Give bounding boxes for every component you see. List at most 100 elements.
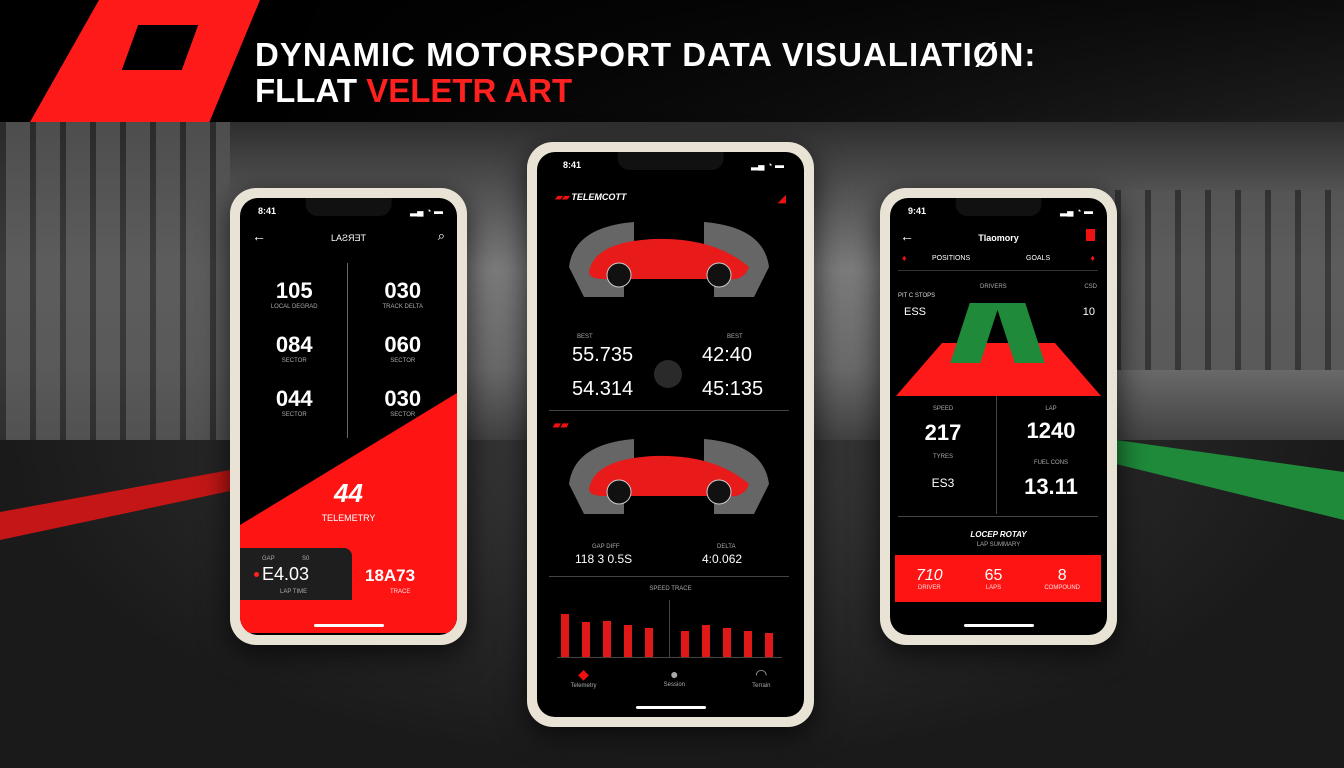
status-icons: ▂▄ ◔ ▬ [751,160,784,170]
bottom-nav: ◆ Telemetry ● Session ◠ Terrain [537,666,804,689]
home-indicator[interactable] [635,706,706,709]
stat-value: 084 [275,332,313,357]
divider [347,263,348,438]
search-icon[interactable]: ⌕ [437,228,445,243]
speed-bar-right [702,625,710,657]
stat-label: SECTOR [390,358,416,364]
headline-line1: DYNAMIC MOTORSPORT DATA VISUALIATIØN: [255,36,1037,73]
summary-label: DRIVER [917,584,941,591]
center-phone-screen: 8:41 ▂▄ ◔ ▬ ▰▰ TELEMCOTT ◢ BEST 55.735 B… [537,152,804,717]
notch [955,198,1042,216]
terrain-icon: ◠ [755,666,768,682]
stat-label: LAP [1045,406,1057,412]
left-phone-screen: 8:41 ▂▄ ◔ ▬ ← LAƧЯƎT ⌕ 105 LOCAL DEGRAD 0… [240,198,457,635]
nav-label: Telemetry [570,683,597,689]
card-label: LAP TIME [280,589,308,595]
nav-telemetry[interactable]: ◆ Telemetry [571,666,597,689]
speed-bar-left [561,613,569,657]
stat: 030 TRACK DELTA [349,278,458,310]
right-phone: 9:41 ▂▄ ◔ ▬ ← Tlaomory ♦ POSITIONS GOALS… [880,188,1117,645]
stat-label: SPEED [932,406,954,412]
speed-bar-chart [557,600,782,658]
stat: 084 SECTOR [240,332,349,364]
bookmark-icon[interactable] [1086,229,1095,241]
track-value: 10 [1082,306,1095,318]
nav-terrain[interactable]: ◠ Terrain [752,666,770,689]
stat-value: 1240 [1026,418,1076,443]
stat-label: FUEL CONS [1033,460,1069,466]
summary-value: 8 [1057,566,1067,584]
status-time: 9:41 [908,206,927,216]
circle-icon: ● [670,666,679,682]
track-label: PIT C STOPS [898,293,936,299]
home-indicator[interactable] [963,624,1034,627]
grandstand-left [0,120,230,440]
stats-grid: 105 LOCAL DEGRAD 030 TRACK DELTA 084 SECTOR… [240,278,457,418]
stat-label: TYRES [932,454,953,460]
chart-divider [669,600,670,657]
stat-label: SECTOR [281,358,307,364]
home-indicator[interactable] [313,624,384,627]
trace-label: TRACE [390,589,411,595]
nav-session[interactable]: ● Session [664,666,685,689]
grandstand-right [1115,190,1344,370]
card-value: E4.03 [262,564,310,584]
trace-value: 18A73 [365,566,416,585]
stat: 105 LOCAL DEGRAD [240,278,349,310]
summary-item: 710 DRIVER [916,567,943,591]
headline-line2: FLLAT VELETR ART [255,72,572,110]
stat-value: 060 [384,332,422,357]
screen-title: Tlaomory [978,233,1019,243]
flag-icon: ▰▰ [553,420,569,431]
center-knob-button[interactable] [654,360,682,388]
screen-title: LAƧЯƎT [330,233,366,243]
tab-positions[interactable]: POSITIONS [932,255,971,262]
status-time: 8:41 [563,160,582,170]
headline-white: FLLAT [255,72,367,109]
telemetry-icon: ◆ [578,666,589,682]
summary-label: COMPOUND [1044,584,1081,591]
time-label: BEST [727,334,743,340]
section-subtitle: LAP SUMMARY [976,542,1021,548]
red-dot-icon [254,572,259,577]
divider [549,410,789,411]
stat-value: ES3 [931,476,955,490]
value-label: DELTA [717,544,736,550]
pin-icon: ♦ [902,253,907,263]
right-phone-screen: 9:41 ▂▄ ◔ ▬ ← Tlaomory ♦ POSITIONS GOALS… [890,198,1107,635]
speed-bar-right [765,632,773,657]
speed-bar-left [603,621,611,657]
value: 118 3 0.5S [575,552,633,566]
speed-bar-left [582,622,590,657]
tab-goals[interactable]: GOALS [1026,255,1051,262]
nav-label: Terrain [752,683,771,689]
card-label: S0 [302,556,310,562]
brand-mark-icon: ▰▰ [555,192,572,202]
nav-label: Session [663,682,686,688]
brand-name: ▰▰ TELEMCOTT [555,192,626,203]
time-value: 54.314 [572,378,634,400]
divider [549,576,789,577]
summary-value: 65 [984,566,1003,584]
back-arrow-icon[interactable]: ← [252,228,266,244]
track-value: ESS [904,306,927,318]
speed-bar-right [723,628,731,657]
time-value: 55.735 [572,344,634,366]
hero-label: TELEMETRY [321,513,376,523]
lap-time-card[interactable]: GAP S0 E4.03 LAP TIME [240,548,352,600]
back-arrow-icon[interactable]: ← [900,228,914,244]
divider [898,270,1098,271]
flag-icon[interactable]: ◢ [777,193,786,205]
section-title: LOCEP ROTAY [970,530,1027,539]
card-label: GAP [262,556,275,562]
stat-value: 13.11 [1024,474,1078,499]
left-phone: 8:41 ▂▄ ◔ ▬ ← LAƧЯƎT ⌕ 105 LOCAL DEGRAD 0… [230,188,467,645]
summary-item: 8 COMPOUND [1044,567,1080,591]
speed-bar-left [624,625,632,657]
divider [996,396,997,514]
stat-label: LOCAL DEGRAD [270,304,318,310]
brand-text: TELEMCOTT [571,192,627,202]
speed-bar-right [744,630,752,657]
status-time: 8:41 [258,206,277,216]
stat-value: 217 [924,420,962,445]
